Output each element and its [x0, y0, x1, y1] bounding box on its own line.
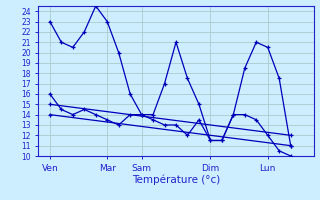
X-axis label: Température (°c): Température (°c) — [132, 174, 220, 185]
